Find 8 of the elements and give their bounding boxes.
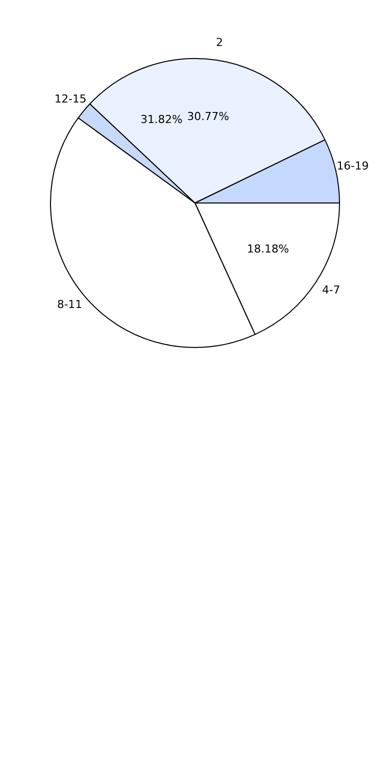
slice-label: 12-15	[54, 92, 86, 106]
slice-label: 4-7	[322, 283, 340, 296]
text: 31.82%	[140, 112, 182, 126]
slice-label: 2	[216, 36, 223, 49]
data-label: 30.77%	[187, 110, 230, 124]
slice-label: 16-19	[336, 160, 369, 173]
slice-label: 8-11	[57, 298, 82, 312]
data-label: 18.18%	[246, 242, 289, 256]
